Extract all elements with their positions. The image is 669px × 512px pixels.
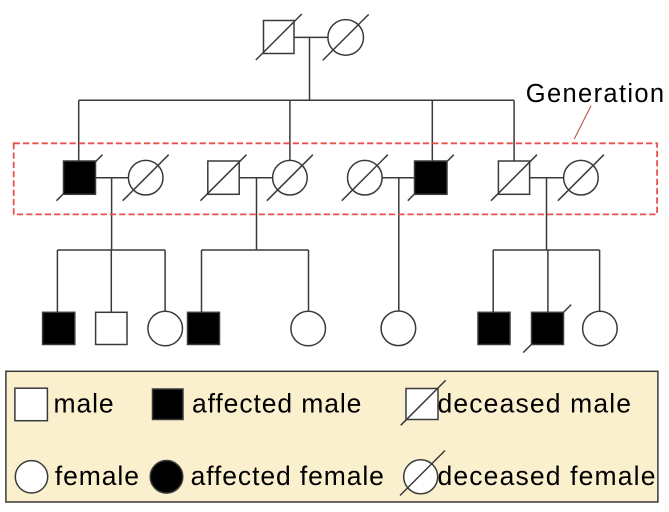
svg-text:deceased female: deceased female: [438, 461, 657, 491]
svg-text:Generation: Generation: [526, 80, 666, 108]
svg-text:affected female: affected female: [191, 461, 385, 491]
svg-text:female: female: [55, 461, 140, 491]
svg-text:affected male: affected male: [192, 389, 362, 419]
svg-text:deceased male: deceased male: [438, 389, 633, 419]
svg-text:male: male: [54, 389, 115, 419]
